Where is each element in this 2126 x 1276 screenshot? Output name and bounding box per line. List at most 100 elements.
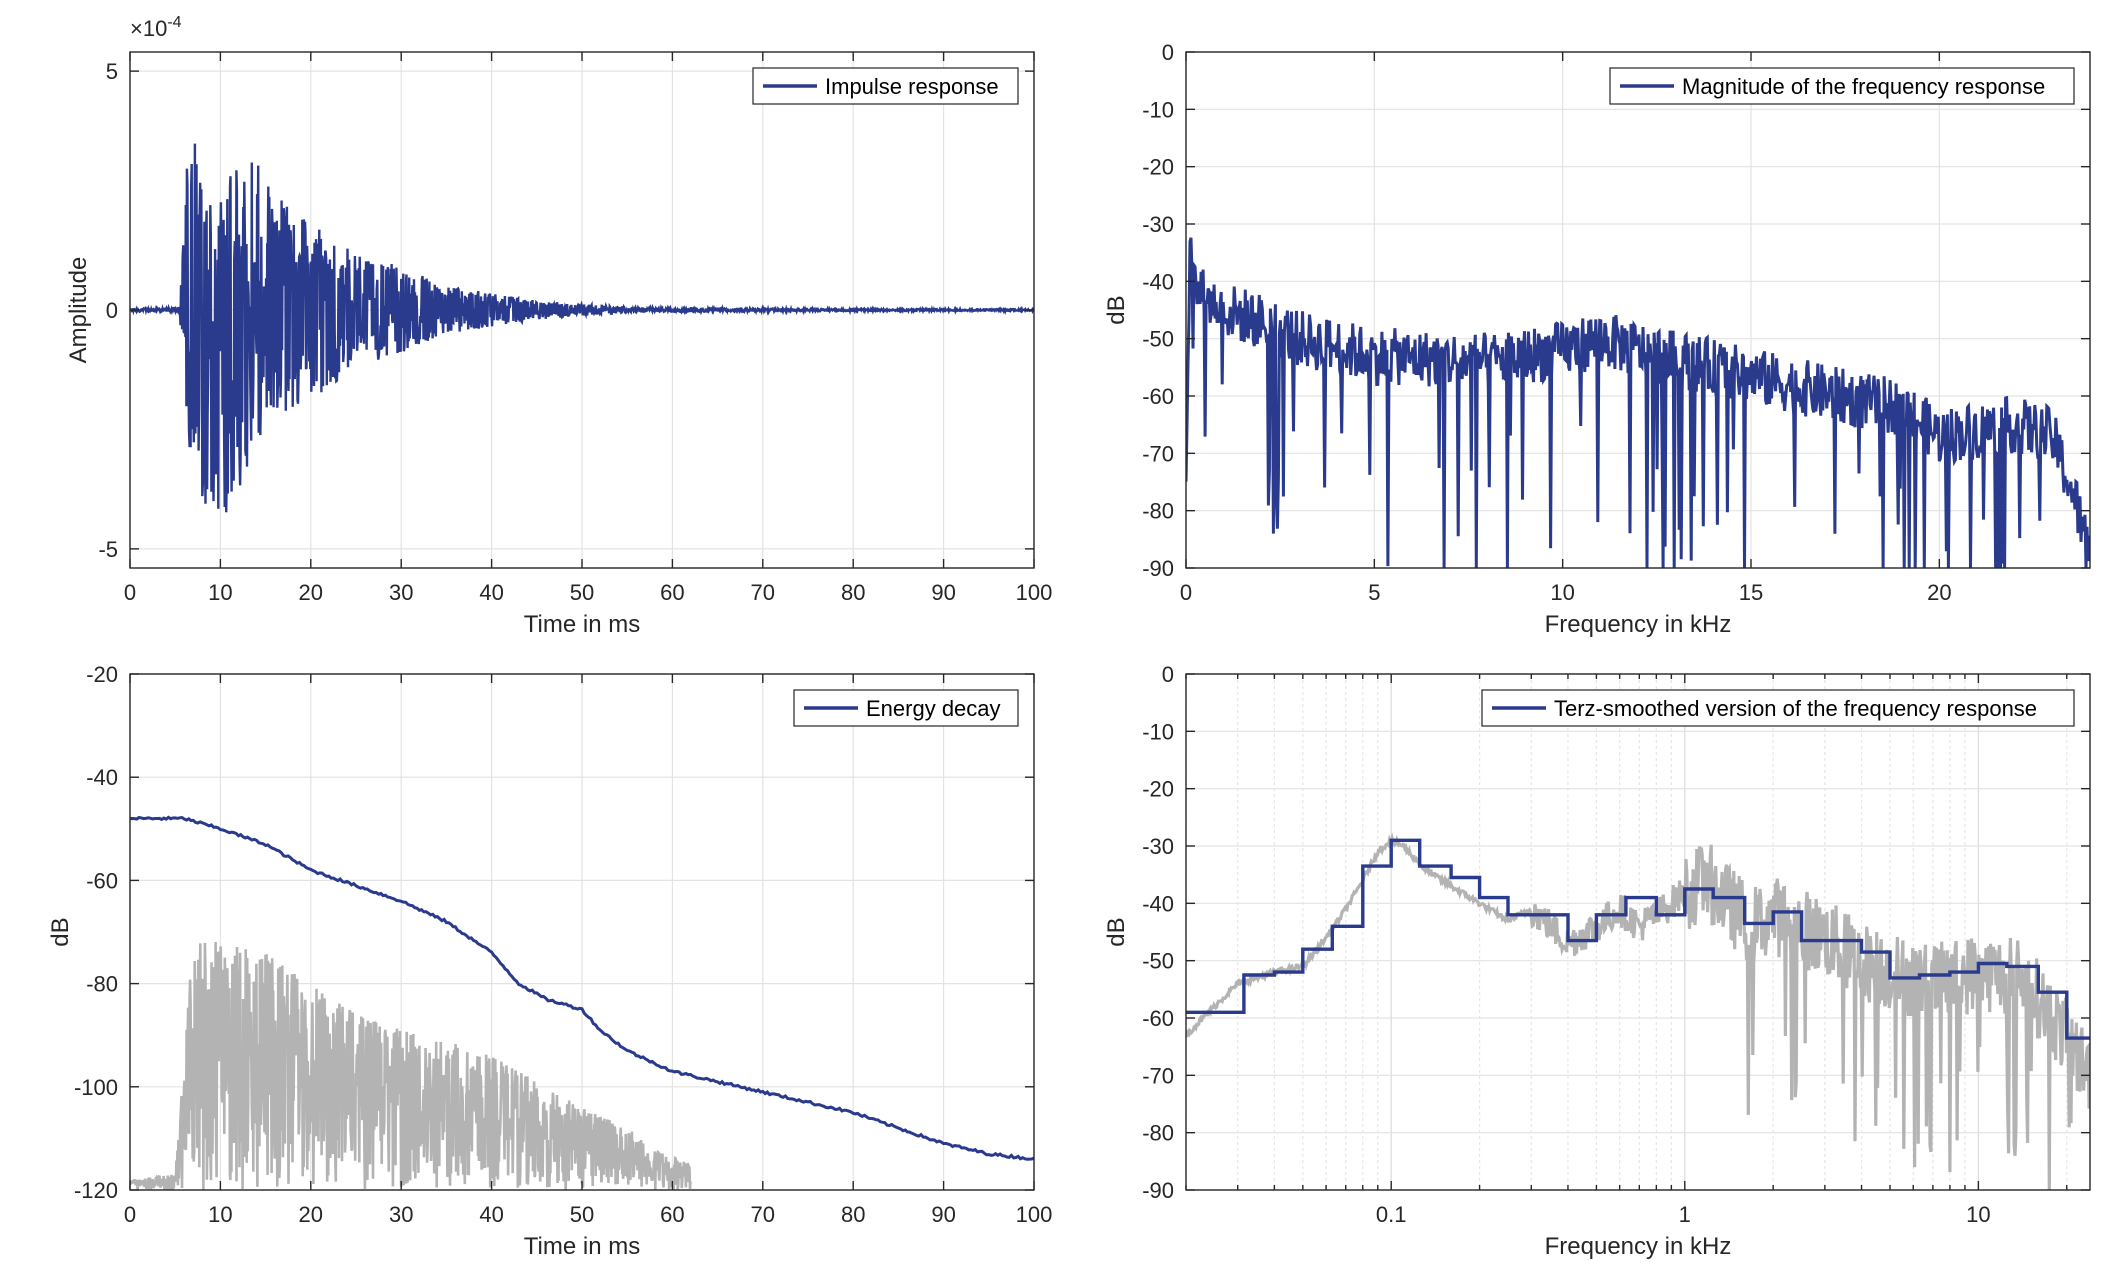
x-tick-label: 80 — [841, 580, 865, 605]
x-tick-label: 30 — [389, 1202, 413, 1227]
x-tick-label: 50 — [570, 580, 594, 605]
exponent-power: -4 — [167, 14, 181, 31]
axes-box — [1185, 673, 2091, 1191]
y-tick-label: -20 — [1142, 777, 1174, 802]
raw-frequency-trace — [1186, 832, 2090, 1190]
y-tick-label: -80 — [1142, 1121, 1174, 1146]
x-tick-label: 20 — [299, 1202, 323, 1227]
x-tick-label: 5 — [1368, 580, 1380, 605]
x-tick-label: 90 — [931, 1202, 955, 1227]
y-tick-label: -80 — [1142, 499, 1174, 524]
x-axis-label: Frequency in kHz — [1545, 1233, 1732, 1260]
y-axis-label: dB — [1103, 917, 1130, 946]
x-tick-label: 40 — [479, 580, 503, 605]
x-tick-label: 40 — [479, 1202, 503, 1227]
exponent-label: ×10-4 — [130, 14, 182, 41]
x-tick-label: 100 — [1016, 580, 1053, 605]
energy-decay-panel: 0 10 20 30 40 50 60 70 80 90 100 -20 -40 -60 -80 -100 -1… — [47, 662, 1052, 1260]
plot-content — [130, 815, 1034, 1190]
x-tick-label: 100 — [1016, 1202, 1053, 1227]
x-tick-label: 30 — [389, 580, 413, 605]
legend-box — [1609, 67, 2075, 105]
x-tick-label: 10 — [1550, 580, 1574, 605]
squared-impulse-trace — [130, 941, 692, 1190]
legend-label: Impulse response — [825, 74, 999, 99]
y-tick-label: -30 — [1142, 834, 1174, 859]
y-tick-label: 0 — [106, 298, 118, 323]
ticks — [129, 52, 1035, 568]
axes-box — [1185, 51, 2091, 569]
legend: Terz-smoothed version of the frequency r… — [1481, 689, 2075, 727]
x-axis-label: Time in ms — [524, 611, 640, 638]
x-axis-label: Frequency in kHz — [1545, 611, 1732, 638]
terz-smoothed-line — [1186, 838, 2090, 1040]
y-tick-label: 5 — [106, 59, 118, 84]
legend: Impulse response — [752, 67, 1019, 105]
legend: Energy decay — [793, 689, 1019, 727]
legend-label: Magnitude of the frequency response — [1682, 74, 2045, 99]
ticks — [1185, 51, 2090, 569]
legend: Magnitude of the frequency response — [1609, 67, 2075, 105]
x-tick-label: 0 — [124, 580, 136, 605]
y-tick-label: -40 — [86, 765, 118, 790]
plot-content — [130, 143, 1034, 513]
plot-area — [1186, 674, 2090, 1190]
x-tick-label: 90 — [931, 580, 955, 605]
x-tick-label: 10 — [208, 580, 232, 605]
x-tick-label: 20 — [1927, 580, 1951, 605]
y-tick-label: -40 — [1142, 269, 1174, 294]
y-tick-label: -60 — [1142, 384, 1174, 409]
x-tick-label: 60 — [660, 1202, 684, 1227]
x-tick-label: 10 — [1966, 1202, 1990, 1227]
y-tick-label: -50 — [1142, 327, 1174, 352]
y-tick-label: -60 — [1142, 1006, 1174, 1031]
x-tick-label: 0.1 — [1376, 1202, 1407, 1227]
plot-area — [1186, 52, 2090, 568]
y-tick-label: -80 — [86, 972, 118, 997]
legend-box — [1481, 689, 2075, 727]
y-tick-label: -120 — [74, 1178, 118, 1203]
y-tick-label: -90 — [1142, 556, 1174, 581]
impulse-response-line — [130, 143, 1034, 513]
y-tick-label: -60 — [86, 868, 118, 893]
y-tick-label: -10 — [1142, 97, 1174, 122]
y-tick-label: -100 — [74, 1075, 118, 1100]
y-tick-label: 0 — [1162, 662, 1174, 687]
y-tick-label: -20 — [1142, 155, 1174, 180]
x-tick-label: 10 — [208, 1202, 232, 1227]
x-axis-label: Time in ms — [524, 1233, 640, 1260]
legend-label: Terz-smoothed version of the frequency r… — [1554, 696, 2037, 721]
frequency-magnitude-panel: 0 5 10 15 20 0 -10 -20 -30 -40 -50 -60 -70 -80 -90 Freq… — [1103, 40, 2091, 638]
x-tick-label: 80 — [841, 1202, 865, 1227]
y-tick-label: -40 — [1142, 891, 1174, 916]
y-axis-label: Amplitude — [65, 257, 92, 364]
x-tick-label: 0 — [1180, 580, 1192, 605]
x-tick-label: 0 — [124, 1202, 136, 1227]
x-tick-label: 70 — [751, 580, 775, 605]
plot-content — [1186, 237, 2090, 568]
y-axis-label: dB — [1103, 295, 1130, 324]
x-tick-label: 1 — [1679, 1202, 1691, 1227]
terz-smoothed-panel: 0.1 1 10 0 -10 -20 -30 -40 -50 -60 -70 -80 -90 Freque… — [1103, 662, 2091, 1260]
x-tick-label: 20 — [299, 580, 323, 605]
y-tick-label: -30 — [1142, 212, 1174, 237]
energy-decay-line — [130, 815, 1034, 1161]
y-tick-label: -5 — [98, 537, 118, 562]
x-tick-label: 60 — [660, 580, 684, 605]
y-tick-label: -20 — [86, 662, 118, 687]
y-tick-label: 0 — [1162, 40, 1174, 65]
y-tick-label: -90 — [1142, 1178, 1174, 1203]
y-axis-label: dB — [47, 917, 74, 946]
x-tick-label: 50 — [570, 1202, 594, 1227]
frequency-magnitude-line — [1186, 237, 2090, 568]
ticks — [1185, 673, 2090, 1191]
y-tick-label: -10 — [1142, 719, 1174, 744]
legend-label: Energy decay — [866, 696, 1001, 721]
ticks — [129, 673, 1035, 1191]
y-tick-label: -70 — [1142, 1063, 1174, 1088]
x-tick-label: 15 — [1739, 580, 1763, 605]
y-tick-label: -50 — [1142, 949, 1174, 974]
plot-content — [1186, 832, 2090, 1190]
